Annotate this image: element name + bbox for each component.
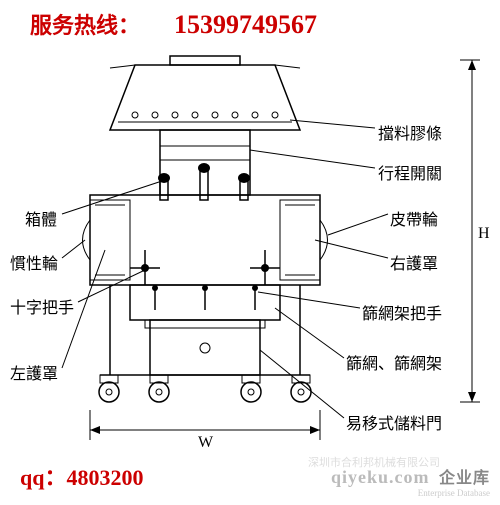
- main-body: [90, 195, 320, 285]
- dim-width: W: [198, 434, 213, 452]
- right-guard: [280, 200, 320, 280]
- machine-diagram: 箱體 慣性輪 十字把手 左護罩 擋料膠條 行程開關 皮帶輪 右護罩 篩網架把手 …: [0, 50, 500, 500]
- hotline-number: 15399749567: [174, 10, 317, 40]
- label-inertia-wheel: 慣性輪: [10, 250, 58, 274]
- handle-3: [238, 173, 250, 200]
- label-screen-handle: 篩網架把手: [362, 300, 442, 324]
- label-rubber-strip: 擋料膠條: [378, 120, 442, 144]
- caster-3: [241, 375, 261, 402]
- qq-contact: qq：4803200: [20, 460, 143, 492]
- watermark-url: qiyeku.com: [331, 467, 430, 487]
- cross-handle-right: [250, 250, 280, 285]
- label-storage-door: 易移式儲料門: [346, 410, 442, 434]
- label-screen-frame: 篩網、篩網架: [346, 350, 442, 374]
- label-limit-switch: 行程開關: [378, 160, 442, 184]
- left-guard: [90, 200, 130, 280]
- hotline-label: 服务热线：: [30, 8, 140, 40]
- label-right-guard: 右護罩: [390, 250, 438, 274]
- watermark-brand: 企业库: [439, 470, 490, 487]
- dim-height: H: [478, 225, 490, 243]
- watermark-sub: Enterprise Database: [418, 488, 490, 498]
- hopper-outline: [110, 65, 300, 130]
- hopper-top: [170, 56, 240, 65]
- cross-handle-left: [130, 250, 160, 285]
- label-box-body: 箱體: [25, 206, 57, 230]
- caster-1: [99, 375, 119, 402]
- watermark-logo: qiyeku.com 企业库: [331, 464, 490, 488]
- header: 服务热线： 15399749567: [30, 8, 480, 40]
- label-cross-handle: 十字把手: [10, 294, 74, 318]
- neck: [160, 130, 250, 195]
- label-left-guard: 左護罩: [10, 360, 58, 384]
- caster-2: [149, 375, 169, 402]
- handle-1: [158, 173, 170, 200]
- label-pulley: 皮帶輪: [390, 206, 438, 230]
